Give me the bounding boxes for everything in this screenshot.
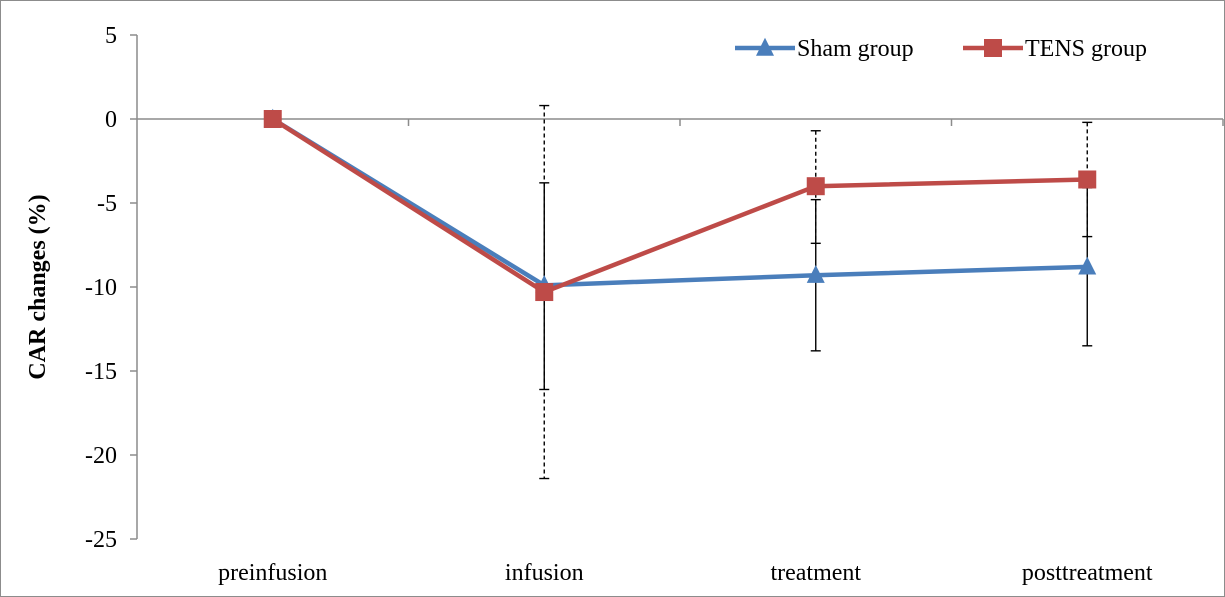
sham-group-point — [806, 264, 825, 283]
legend-sham-group-marker — [756, 37, 774, 56]
tens-group-point — [535, 283, 554, 302]
x-axis-ticks: preinfusion infusion treatment posttreatmen… — [218, 119, 1224, 586]
x-tick-label: treatment — [770, 560, 861, 586]
tens-group-point — [1078, 170, 1097, 189]
axes — [136, 35, 1223, 539]
legend-sham-group-label: Sham group — [797, 36, 914, 62]
x-tick-label: infusion — [505, 560, 584, 586]
y-axis-ticks: 5 0 -5 -10 -15 -20 -25 — [85, 23, 137, 553]
legend: Sham group TENS group — [735, 36, 1147, 62]
sham-group-point — [1078, 256, 1097, 275]
legend-tens-group-label: TENS group — [1025, 36, 1147, 62]
y-tick-label: -5 — [97, 191, 117, 217]
y-tick-label: 5 — [105, 23, 117, 49]
sham-group-line — [271, 117, 1088, 288]
y-tick-label: -10 — [85, 275, 117, 301]
legend-tens-group-marker — [984, 39, 1002, 57]
series-markers — [263, 108, 1097, 302]
series-lines — [271, 117, 1088, 295]
tens-group-point — [806, 177, 825, 196]
x-tick-label: preinfusion — [218, 560, 327, 586]
y-tick-label: -20 — [85, 443, 117, 469]
y-tick-label: -15 — [85, 359, 117, 385]
x-tick-label: posttreatment — [1022, 560, 1153, 586]
error-bars — [539, 104, 1093, 480]
tens-group-line — [271, 117, 1088, 295]
y-axis-title: CAR changes (%) — [25, 194, 51, 379]
tens-group-point — [263, 110, 282, 128]
y-tick-label: -25 — [85, 527, 117, 553]
y-tick-label: 0 — [105, 107, 117, 133]
